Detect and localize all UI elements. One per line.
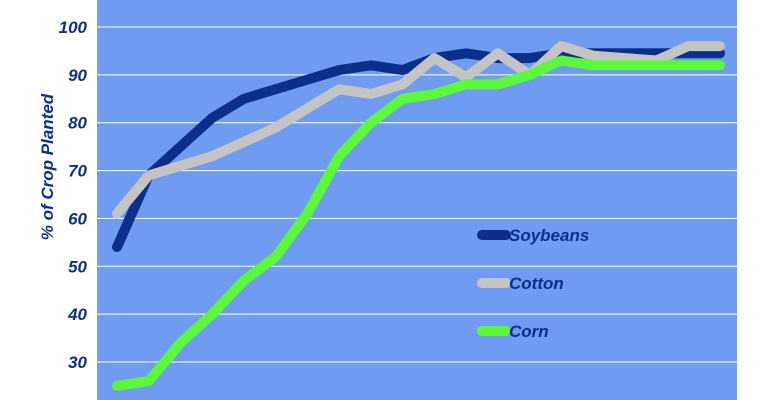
gridlines <box>97 26 737 363</box>
y-tick-label: 60 <box>68 209 87 228</box>
legend-label-cotton: Cotton <box>509 274 564 293</box>
legend-label-soybeans: Soybeans <box>509 226 589 245</box>
y-tick-label: 80 <box>68 114 87 133</box>
legend-label-corn: Corn <box>509 322 549 341</box>
data-series <box>112 41 725 391</box>
y-tick-labels: 30 40 50 60 70 80 90 100 <box>59 18 88 372</box>
series-line-cotton <box>112 41 725 219</box>
y-tick-label: 50 <box>68 257 87 276</box>
y-tick-label: 30 <box>68 353 87 372</box>
y-tick-label: 90 <box>68 66 87 85</box>
series-line-corn <box>112 55 725 391</box>
legend: Soybeans Cotton Corn <box>477 226 589 341</box>
y-tick-label: 40 <box>67 305 87 324</box>
y-tick-label: 100 <box>59 18 88 37</box>
y-axis-label: % of Crop Planted <box>38 93 57 240</box>
y-tick-label: 70 <box>68 162 87 181</box>
